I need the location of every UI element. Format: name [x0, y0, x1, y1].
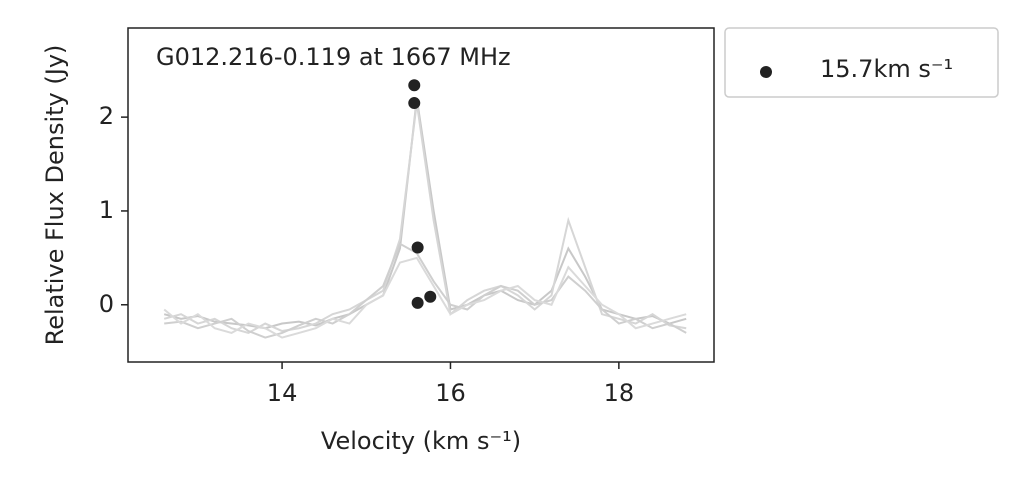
annotation: G012.216-0.119 at 1667 MHz	[156, 43, 511, 71]
y-tick-label: 0	[99, 290, 114, 318]
y-axis-label: Relative Flux Density (Jy)	[41, 45, 69, 346]
spectrum-line	[163, 256, 687, 339]
y-tick-label: 1	[99, 196, 114, 224]
plot-frame	[127, 27, 715, 363]
data-point	[411, 296, 424, 309]
legend-box	[724, 27, 999, 98]
data-point	[408, 79, 421, 92]
x-tick-label: 14	[267, 379, 298, 407]
legend-marker	[760, 66, 772, 78]
data-point	[408, 97, 421, 110]
x-axis-label: Velocity (km s⁻¹)	[321, 427, 521, 455]
x-tick-label: 18	[604, 379, 635, 407]
data-point	[424, 290, 437, 303]
spectrum-line	[164, 242, 687, 339]
data-point	[411, 241, 424, 254]
x-tick-label: 16	[435, 379, 466, 407]
legend-label: 15.7km s⁻¹	[820, 55, 953, 83]
y-tick-label: 2	[99, 102, 114, 130]
